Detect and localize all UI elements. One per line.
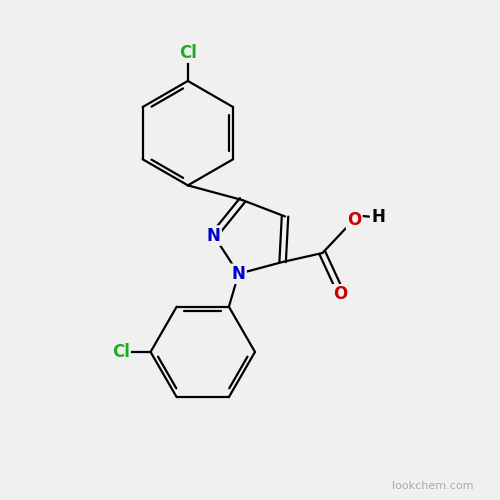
Text: Cl: Cl: [112, 343, 130, 361]
Text: N: N: [232, 265, 245, 283]
Text: O: O: [332, 286, 347, 304]
Text: N: N: [207, 226, 220, 244]
Text: Cl: Cl: [179, 44, 197, 62]
Text: O: O: [347, 210, 362, 228]
Text: H: H: [371, 208, 385, 226]
Text: lookchem.com: lookchem.com: [392, 481, 474, 491]
